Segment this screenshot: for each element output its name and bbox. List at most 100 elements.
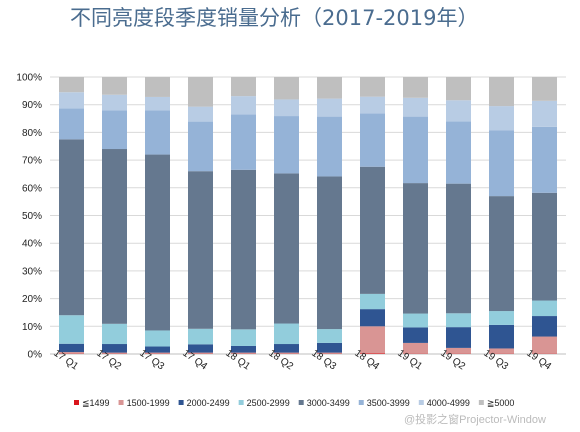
bar-stack [446,77,471,354]
bar-segment [360,113,385,167]
bar-stack [145,77,170,354]
bar-segment [59,352,84,354]
bar-segment [489,130,514,197]
bar-segment [532,192,557,301]
bar-segment [532,100,557,127]
bar-stack [274,77,299,354]
legend-item: ≦1499 [74,398,110,408]
legend-label: 4000-4999 [427,398,470,408]
legend-label: 3000-3499 [307,398,350,408]
bar-segment [188,344,213,353]
y-tick-label: 10% [22,322,42,333]
bar-segment [489,196,514,312]
bar-segment [489,77,514,107]
bar-segment [274,77,299,100]
bar-stack [102,77,127,354]
legend-swatch [118,400,124,405]
bar-segment [317,77,342,99]
bar-segment [532,316,557,337]
bar-segment [188,328,213,345]
bar-segment [145,96,170,111]
bar-stack [59,77,84,354]
bar-segment [274,116,299,174]
bar-segment [360,293,385,310]
legend-item: 3500-3999 [358,398,410,408]
legend-swatch [178,400,184,405]
bar-segment [59,108,84,140]
bar-stack [231,77,256,354]
legend-swatch [358,400,364,405]
bar-stack [360,77,385,354]
bar-segment [59,315,84,344]
y-tick-label: 0% [28,350,43,361]
bar-segment [446,183,471,314]
bar-segment [532,300,557,317]
legend-swatch [418,400,424,405]
bar-segment [274,323,299,345]
bar-segment [360,353,385,354]
bar-segment [145,330,170,347]
bar-segment [102,110,127,150]
bar-segment [231,169,256,330]
grid-lines [50,76,566,355]
bar-segment [317,329,342,343]
bar-segment [59,92,84,109]
bar-segment [403,342,428,354]
legend-item: ≧5000 [478,398,515,408]
bar-segment [188,106,213,122]
legend-item: 2500-2999 [238,398,290,408]
bar-segment [489,106,514,131]
bar-segment [446,77,471,101]
bar-segment [403,97,428,117]
bar-stack [532,77,557,354]
chart-title: 不同亮度段季度销量分析（2017-2019年） [70,6,479,30]
bar-segment [446,121,471,184]
bar-segment [274,344,299,353]
bar-segment [360,166,385,294]
watermark-text: @投影之窗Projector-Window [404,414,546,426]
bar-segment [360,326,385,354]
bar-segment [102,77,127,95]
bar-segment [403,116,428,184]
bar-segment [188,77,213,107]
bar-segment [274,173,299,324]
legend-swatch [74,400,79,405]
legend-label: 3500-3999 [367,398,410,408]
bar-segment [102,94,127,111]
bar-segment [59,139,84,316]
bar-segment [532,77,557,101]
bar-segment [231,352,256,354]
bar-segment [317,116,342,177]
bar-segment [489,311,514,325]
y-tick-label: 90% [22,100,42,111]
bar-segment [360,96,385,114]
bar-segment [102,149,127,324]
y-tick-label: 60% [22,183,42,194]
bar-segment [489,348,514,354]
bar-segment [231,96,256,115]
bar-segment [489,324,514,349]
legend-label: 2500-2999 [247,398,290,408]
y-tick-label: 100% [16,73,42,84]
bar-segment [317,352,342,354]
bar-segment [145,77,170,97]
legend-label: ≧5000 [487,398,515,408]
legend-label: ≦1499 [82,398,110,408]
bar-segment [274,99,299,117]
y-tick-label: 70% [22,156,42,167]
bar-segment [188,121,213,172]
bar-segment [102,323,127,345]
bar-segment [317,342,342,353]
legend-item: 3000-3499 [298,398,350,408]
bar-stack [403,77,428,354]
y-tick-label: 20% [22,294,42,305]
bar-stack [489,77,514,354]
bar-segment [446,313,471,328]
bar-stack [317,77,342,354]
legend-item: 1500-1999 [118,398,170,408]
legend-item: 4000-4999 [418,398,470,408]
legend-swatch [478,400,484,405]
bar-segment [532,126,557,193]
bar-segment [403,183,428,314]
